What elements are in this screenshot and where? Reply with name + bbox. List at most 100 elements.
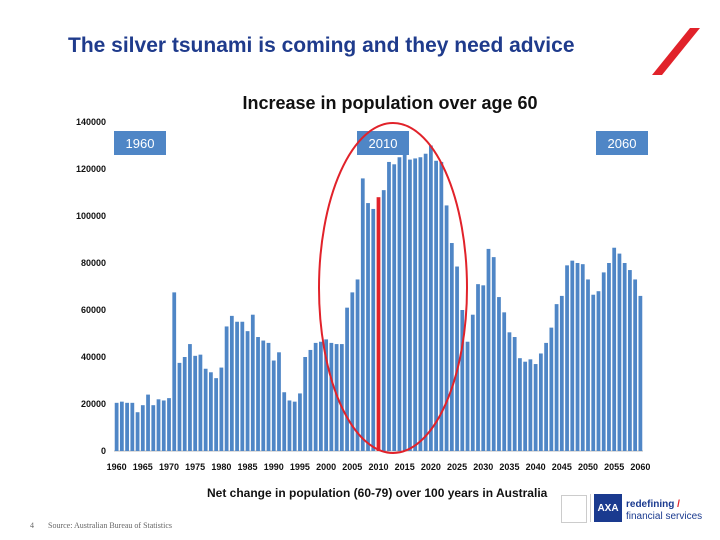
chart-title: Increase in population over age 60: [242, 93, 538, 113]
bar: [418, 157, 423, 451]
bar: [156, 399, 161, 451]
bar: [224, 326, 229, 451]
x-tick-label: 2040: [526, 462, 546, 472]
x-tick-label: 2050: [578, 462, 598, 472]
bar: [298, 393, 302, 451]
bar: [460, 310, 465, 451]
x-tick-label: 2045: [552, 462, 572, 472]
highlight-ellipse: [318, 122, 468, 454]
slide-title: The silver tsunami is coming and they ne…: [68, 34, 575, 57]
bar: [570, 260, 575, 451]
year-annotation-2060: 2060: [596, 131, 648, 155]
y-tick-label: 100000: [76, 211, 106, 221]
bar: [130, 402, 135, 451]
bar: [628, 270, 632, 451]
bar: [512, 337, 517, 451]
bar: [444, 205, 449, 451]
bar: [507, 332, 512, 451]
bar: [214, 378, 219, 451]
bar: [381, 190, 386, 451]
year-annotation-box: [596, 131, 648, 155]
olympic-partner-badge: [561, 495, 587, 523]
bar: [250, 314, 255, 451]
bar: [198, 354, 203, 451]
x-tick-label: 2055: [604, 462, 624, 472]
bar: [544, 342, 548, 451]
x-tick-label: 1975: [185, 462, 205, 472]
axa-logo: AXA: [594, 494, 622, 522]
bar: [188, 344, 192, 451]
bar: [455, 266, 459, 451]
bar: [345, 307, 349, 451]
y-tick-label: 60000: [81, 305, 106, 315]
bar: [502, 312, 507, 451]
x-tick-label: 1970: [159, 462, 179, 472]
bar: [193, 355, 198, 451]
y-tick-label: 0: [101, 446, 106, 456]
bar: [554, 304, 559, 451]
bar: [392, 164, 397, 452]
bar: [313, 342, 318, 451]
bar: [125, 402, 129, 451]
bar: [261, 340, 266, 451]
x-tick-label: 2000: [316, 462, 336, 472]
bar: [387, 161, 391, 451]
page-number: 4: [30, 521, 34, 530]
y-tick-label: 80000: [81, 258, 106, 268]
bar-highlight-2010: [376, 197, 381, 451]
bar: [167, 398, 171, 451]
x-tick-label: 2005: [342, 462, 362, 472]
bar: [209, 372, 213, 451]
brand-line-1: redefining: [626, 499, 675, 510]
bar: [182, 357, 187, 451]
year-annotation-label: 2010: [369, 136, 398, 151]
bar: [371, 208, 376, 451]
bar: [491, 257, 496, 451]
bar: [339, 344, 344, 451]
bar: [580, 264, 585, 451]
y-tick-label: 40000: [81, 352, 106, 362]
bar: [245, 331, 250, 451]
bar: [565, 265, 569, 451]
bar: [423, 153, 428, 451]
bar: [172, 292, 177, 451]
bar: [287, 400, 292, 451]
bar: [219, 367, 224, 451]
y-tick-label: 120000: [76, 164, 106, 174]
bar: [497, 297, 501, 451]
bar: [633, 279, 638, 451]
bar: [408, 159, 412, 451]
bar: [638, 295, 643, 451]
x-tick-label: 1990: [264, 462, 284, 472]
logo-divider: [590, 494, 591, 522]
bar: [140, 405, 145, 451]
x-tick-label: 1985: [238, 462, 258, 472]
bar: [355, 279, 360, 451]
bar: [329, 342, 334, 451]
bar: [319, 341, 323, 451]
bar: [607, 263, 611, 451]
bar: [439, 161, 444, 451]
bar: [151, 405, 156, 451]
bar: [161, 400, 166, 451]
bar: [266, 342, 271, 451]
bar: [366, 203, 370, 451]
year-annotation-label: 1960: [126, 136, 155, 151]
bar: [402, 152, 407, 452]
bar: [528, 359, 533, 451]
bar: [601, 272, 606, 451]
bar: [449, 243, 454, 451]
bar: [292, 401, 297, 451]
bar: [486, 248, 491, 451]
bar: [177, 362, 182, 451]
bar: [596, 291, 601, 451]
bar: [350, 292, 355, 451]
bar: [308, 349, 313, 451]
x-tick-label: 1980: [211, 462, 231, 472]
year-annotation-1960: 1960: [114, 131, 166, 155]
brand-tagline: redefining / financial services: [626, 499, 702, 523]
brand-line-2: financial services: [626, 511, 703, 522]
bar: [235, 321, 239, 451]
bar: [476, 284, 480, 451]
